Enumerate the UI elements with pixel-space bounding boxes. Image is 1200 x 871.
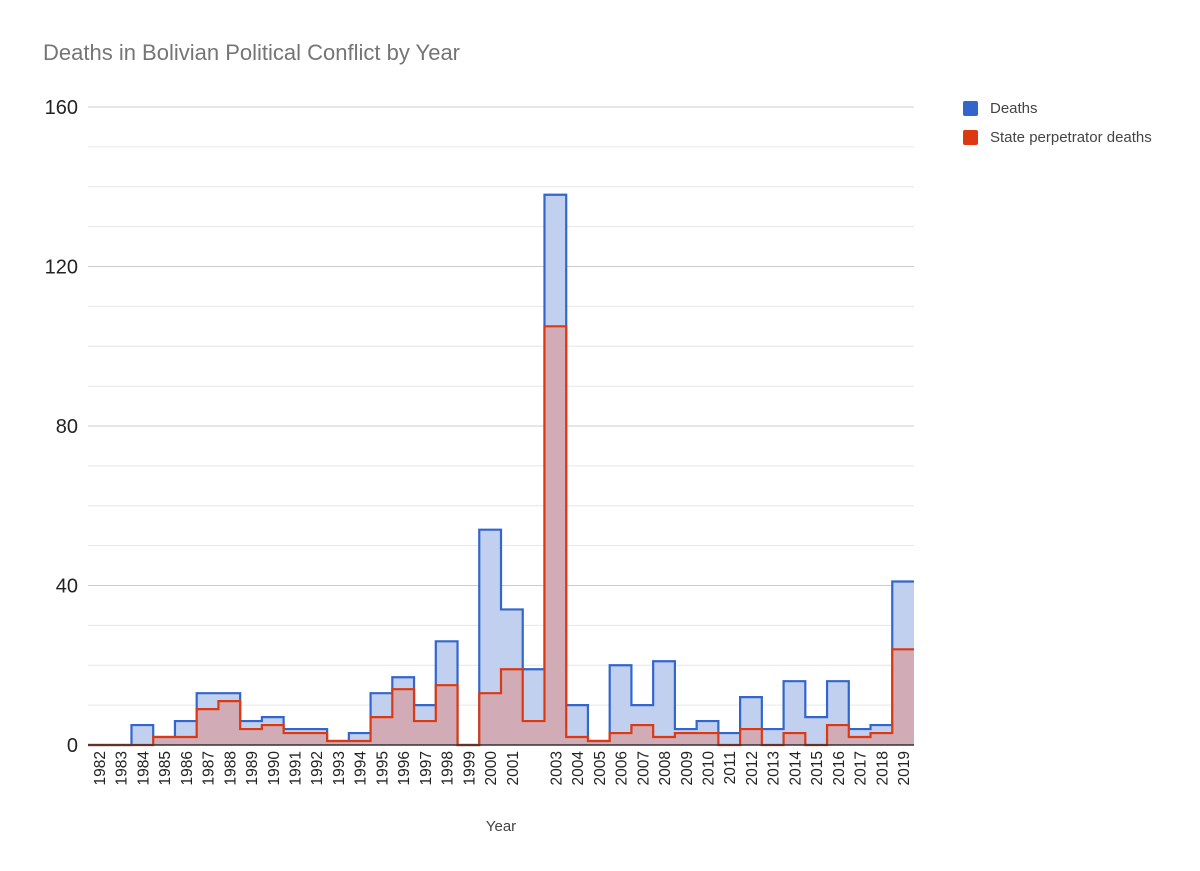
x-tick-label: 2018: [874, 751, 891, 785]
x-tick-label: 2017: [853, 751, 870, 785]
x-tick-label: 2010: [701, 751, 718, 786]
x-tick-label: 1998: [440, 751, 457, 785]
series-state-perpetrator-deaths: [88, 325, 914, 747]
x-axis-tick-labels: 1982 1983 1984 1985 1986 1987 1988 1989 1990 1991…: [92, 751, 913, 786]
x-tick-label: 2003: [548, 751, 565, 785]
x-tick-label: 1982: [92, 751, 109, 785]
x-tick-label: 2015: [809, 751, 826, 785]
x-axis-label: Year: [486, 818, 516, 835]
y-axis-tick-labels: 0 40 80 120 160: [45, 97, 78, 757]
x-tick-label: 1983: [114, 751, 131, 785]
x-tick-label: 1989: [244, 751, 261, 785]
x-tick-label: 1999: [461, 751, 478, 785]
x-tick-label: 2008: [657, 751, 674, 785]
x-tick-label: 2000: [483, 751, 500, 786]
legend-swatch-deaths: [963, 101, 978, 116]
y-tick-label: 160: [45, 97, 78, 119]
x-tick-label: 2011: [722, 751, 739, 784]
x-tick-label: 2016: [831, 751, 848, 785]
x-tick-label: 1986: [179, 751, 196, 785]
legend-item-state-perpetrator-deaths[interactable]: State perpetrator deaths: [963, 123, 1152, 152]
x-tick-label: 2004: [570, 751, 587, 786]
x-tick-label: 2013: [766, 751, 783, 785]
x-tick-label: 1984: [135, 751, 152, 786]
series-area-fill: [88, 194, 914, 746]
x-tick-label: 2019: [896, 751, 913, 785]
x-tick-label: 2012: [744, 751, 761, 785]
x-tick-label: 2005: [592, 751, 609, 785]
y-tick-label: 40: [56, 576, 78, 598]
x-tick-label: 2014: [787, 751, 804, 786]
x-tick-label: 1988: [222, 751, 239, 785]
x-tick-label: 1990: [266, 751, 283, 786]
legend-item-deaths[interactable]: Deaths: [963, 94, 1152, 123]
series-deaths: [88, 193, 914, 747]
x-tick-label: 1997: [418, 751, 435, 785]
y-tick-label: 80: [56, 416, 78, 438]
x-tick-label: 1992: [309, 751, 326, 785]
gridlines: [88, 106, 914, 706]
x-tick-label: 1996: [396, 751, 413, 785]
y-tick-label: 120: [45, 257, 78, 279]
x-tick-label: 1993: [331, 751, 348, 785]
x-tick-label: 1995: [374, 751, 391, 785]
x-tick-label: 2006: [614, 751, 631, 785]
x-tick-label: 1987: [201, 751, 218, 785]
legend-label-state-perpetrator-deaths: State perpetrator deaths: [990, 129, 1152, 146]
x-tick-label: 2009: [679, 751, 696, 785]
x-tick-label: 1985: [157, 751, 174, 785]
legend-swatch-state-perpetrator-deaths: [963, 130, 978, 145]
legend-label-deaths: Deaths: [990, 100, 1038, 117]
series-line: [88, 325, 914, 747]
chart-title: Deaths in Bolivian Political Conflict by…: [43, 40, 461, 65]
y-tick-label: 0: [67, 735, 78, 757]
x-tick-label: 1991: [288, 751, 305, 785]
x-tick-label: 2007: [635, 751, 652, 785]
x-tick-label: 2001: [505, 751, 522, 785]
legend: Deaths State perpetrator deaths: [963, 94, 1152, 152]
x-tick-label: 1994: [353, 751, 370, 786]
